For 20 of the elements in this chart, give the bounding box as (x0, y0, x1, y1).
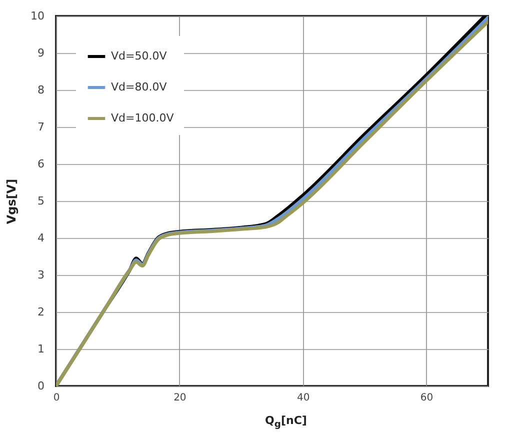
y-tick-label: 10 (30, 10, 44, 22)
x-tick-label: 40 (296, 392, 310, 404)
legend-label: Vd=100.0V (111, 112, 174, 124)
y-tick-label: 0 (38, 380, 44, 392)
x-tick-label: 20 (174, 392, 186, 404)
x-axis-title: Q$_{g}$[nC] (264, 414, 308, 432)
y-tick-label: 7 (38, 120, 44, 134)
y-tick-label: 5 (38, 194, 44, 208)
legend-label: Vd=50.0V (111, 50, 168, 62)
y-tick-label: 6 (38, 158, 44, 170)
y-tick-label: 8 (38, 84, 44, 96)
y-tick-label: 2 (38, 306, 44, 318)
y-tick-label: 3 (38, 268, 44, 282)
x-tick-label: 60 (420, 392, 434, 404)
y-tick-label: 4 (38, 232, 44, 244)
y-tick-label: 1 (38, 342, 44, 356)
y-tick-label: 9 (38, 46, 44, 60)
legend-label: Vd=80.0V (111, 80, 168, 94)
x-tick-label: 0 (53, 392, 60, 404)
y-axis-title: Vgs[V] (4, 178, 19, 224)
